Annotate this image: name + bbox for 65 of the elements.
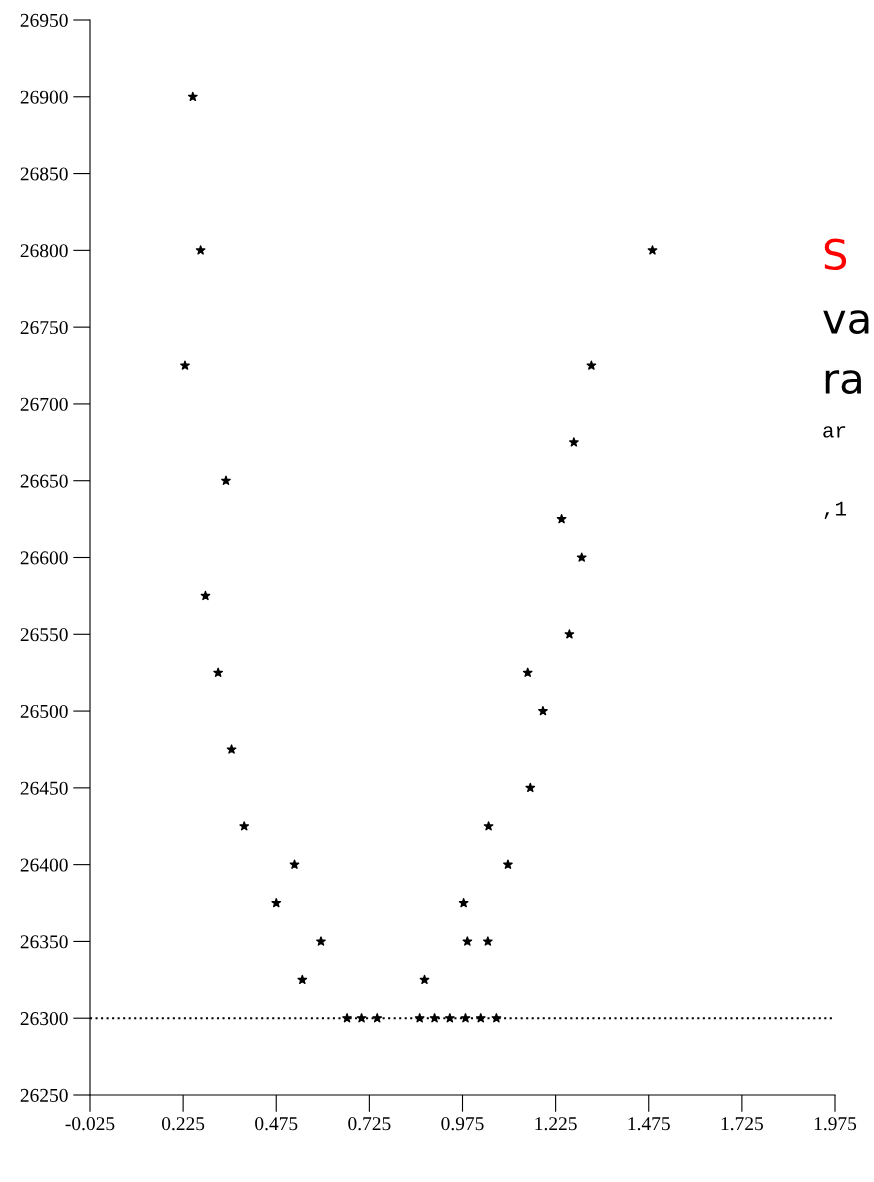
point [180, 360, 190, 370]
point [525, 782, 536, 793]
x-tick-label: -0.025 [65, 1117, 115, 1131]
y-tick-label: 26800 [20, 244, 68, 258]
x-tick-label: 1.975 [814, 1117, 857, 1131]
point [414, 1013, 425, 1023]
annotation: S [824, 238, 847, 271]
point [195, 245, 206, 255]
x-tick-label: 0.225 [161, 1117, 205, 1131]
point [503, 859, 513, 869]
point [647, 245, 658, 255]
x-tick-label: 0.725 [348, 1117, 391, 1131]
point [239, 821, 250, 831]
point [538, 705, 548, 716]
y-tick-label: 26250 [20, 1088, 68, 1102]
annotation: ,1 [824, 501, 846, 520]
point [372, 1013, 383, 1023]
y-tick-label: 26350 [20, 935, 68, 949]
point [462, 936, 473, 946]
point [564, 629, 575, 639]
point [419, 974, 430, 985]
point [482, 936, 493, 946]
point [569, 437, 579, 447]
point [429, 1013, 440, 1023]
point [458, 897, 469, 908]
annotation: va [823, 310, 869, 335]
point [289, 859, 300, 869]
point [200, 590, 211, 601]
y-tick-label: 26600 [20, 551, 68, 565]
y-tick-label: 26700 [20, 397, 68, 411]
point [356, 1013, 367, 1023]
point [444, 1013, 455, 1023]
point [297, 974, 308, 985]
point [342, 1013, 352, 1023]
point [316, 936, 326, 946]
point [475, 1013, 486, 1023]
point [213, 667, 224, 677]
point [271, 897, 282, 908]
y-tick-label: 26300 [20, 1012, 68, 1026]
annotation: ra [825, 370, 861, 395]
x-tick-label: 1.725 [721, 1117, 763, 1131]
y-tick-label: 26500 [20, 704, 68, 719]
x-tick-label: 0.975 [441, 1117, 484, 1131]
point [483, 821, 494, 831]
y-tick-label: 26550 [20, 628, 68, 642]
point [576, 552, 587, 562]
point [187, 91, 198, 102]
point [491, 1013, 502, 1023]
point [460, 1013, 471, 1023]
y-tick-label: 26900 [20, 90, 68, 104]
point [522, 667, 533, 677]
y-tick-label: 26400 [20, 858, 68, 872]
y-tick-label: 26450 [20, 781, 68, 795]
x-tick-label: 1.225 [535, 1117, 577, 1131]
x-tick-label: 0.475 [255, 1117, 298, 1131]
point [221, 475, 231, 485]
point [556, 514, 567, 524]
point [586, 360, 597, 370]
annotation: ar [823, 426, 846, 438]
y-tick-label: 26850 [20, 167, 68, 181]
x-tick-label: 1.475 [628, 1117, 670, 1131]
point [226, 744, 237, 754]
y-tick-label: 26750 [20, 320, 68, 335]
y-tick-label: 26950 [20, 13, 68, 27]
y-tick-label: 26650 [20, 474, 68, 488]
